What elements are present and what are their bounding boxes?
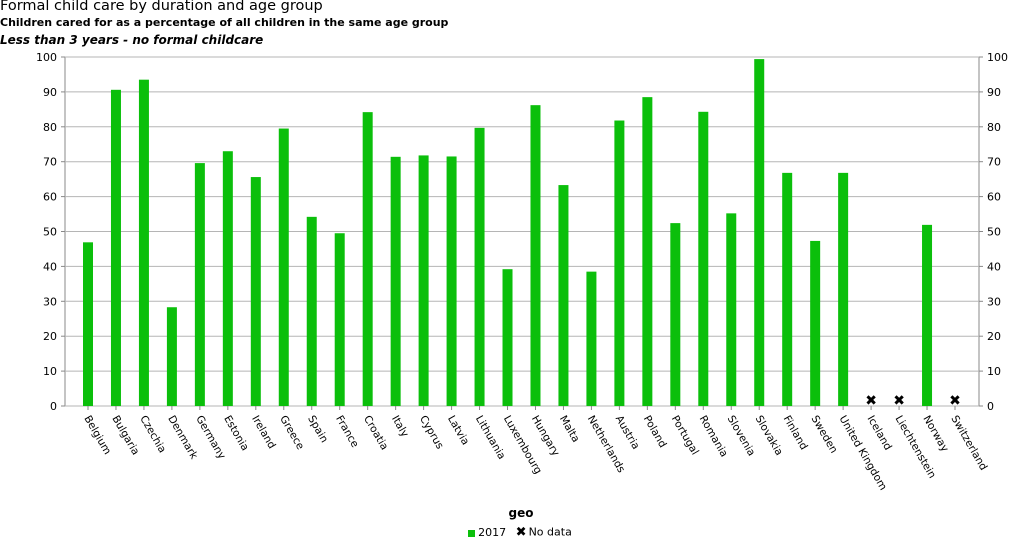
x-tick-label: France — [333, 414, 361, 450]
x-tick-label: Finland — [781, 414, 810, 453]
legend-item-no-data[interactable]: ✖ No data — [516, 525, 572, 540]
bar — [306, 216, 317, 406]
x-tick-label: Czechia — [137, 414, 168, 456]
bar — [250, 177, 261, 406]
bar — [474, 127, 485, 407]
x-tick-label: Cyprus — [417, 414, 446, 452]
legend-label-no-data: No data — [528, 525, 572, 539]
bar — [810, 240, 821, 406]
bar — [110, 89, 121, 406]
no-data-marker: ✖ — [865, 393, 877, 409]
y-tick-label-right: 0 — [987, 400, 994, 413]
y-tick-label-left: 30 — [43, 295, 57, 308]
y-tick-label-right: 70 — [987, 156, 1001, 169]
x-tick-label: Austria — [613, 414, 642, 452]
bar — [362, 112, 373, 406]
y-tick-label-right: 20 — [987, 330, 1001, 343]
y-tick-label-right: 50 — [987, 226, 1001, 239]
bar — [334, 233, 345, 406]
bar — [698, 111, 709, 406]
bar — [502, 269, 513, 406]
bar — [390, 156, 401, 406]
y-tick-label-left: 20 — [43, 330, 57, 343]
bar — [83, 242, 93, 406]
no-data-marker: ✖ — [949, 393, 961, 409]
bar — [642, 97, 653, 406]
bar — [166, 307, 177, 406]
y-tick-label-right: 100 — [987, 51, 1008, 64]
x-mark-icon: ✖ — [515, 525, 527, 540]
bar — [754, 59, 765, 407]
y-tick-label-left: 60 — [43, 191, 57, 204]
bar — [586, 271, 597, 406]
x-tick-label: Spain — [305, 414, 330, 445]
legend-swatch — [468, 529, 476, 537]
x-tick-label: Belgium — [81, 414, 113, 457]
x-tick-label: Iceland — [864, 414, 893, 453]
chart-filter-label: Less than 3 years - no formal childcare — [0, 33, 264, 47]
bar — [194, 163, 205, 406]
x-tick-label: Portugal — [669, 414, 701, 458]
no-data-marker: ✖ — [893, 393, 905, 409]
y-tick-label-right: 30 — [987, 295, 1001, 308]
x-tick-label: Romania — [697, 414, 730, 460]
x-tick-label: Italy — [389, 414, 411, 440]
y-tick-label-right: 80 — [987, 121, 1001, 134]
x-tick-label: Sweden — [809, 414, 840, 456]
bar — [922, 224, 933, 406]
bar — [138, 79, 149, 406]
x-tick-label: Malta — [557, 414, 582, 445]
bar — [782, 172, 793, 406]
y-tick-label-left: 100 — [36, 51, 57, 64]
y-tick-label-right: 40 — [987, 260, 1001, 273]
x-tick-label: Ireland — [249, 414, 278, 451]
y-tick-label-left: 40 — [43, 260, 57, 273]
bar — [278, 128, 289, 407]
y-tick-label-left: 0 — [50, 400, 57, 413]
x-tick-label: Latvia — [445, 414, 471, 448]
bar — [614, 120, 625, 406]
bar — [670, 223, 681, 406]
x-tick-label: Croatia — [361, 414, 390, 453]
bar — [838, 172, 849, 406]
y-tick-label-left: 70 — [43, 156, 57, 169]
bar — [558, 185, 569, 406]
x-tick-label: Greece — [277, 414, 306, 452]
chart-subtitle: Children cared for as a percentage of al… — [0, 16, 449, 29]
x-tick-label: Estonia — [221, 414, 251, 453]
x-tick-label: Norway — [920, 414, 950, 455]
bar — [418, 155, 429, 406]
bar — [446, 156, 457, 406]
y-tick-label-left: 10 — [43, 365, 57, 378]
y-tick-label-left: 80 — [43, 121, 57, 134]
bar — [726, 213, 737, 406]
x-tick-label: Poland — [641, 414, 669, 450]
x-tick-label: Bulgaria — [109, 414, 141, 458]
y-tick-label-right: 90 — [987, 86, 1001, 99]
x-tick-label: Switzerland — [948, 414, 989, 473]
legend-label-2017: 2017 — [478, 526, 507, 539]
bar — [222, 151, 233, 406]
y-tick-label-left: 90 — [43, 86, 57, 99]
y-tick-label-right: 10 — [987, 365, 1001, 378]
legend: 2017 ✖ No data — [0, 525, 1024, 540]
chart-title: Formal child care by duration and age gr… — [0, 0, 323, 14]
y-tick-label-right: 60 — [987, 191, 1001, 204]
x-axis-label: geo — [509, 506, 534, 520]
y-tick-label-left: 50 — [43, 226, 57, 239]
legend-item-2017[interactable]: 2017 — [468, 526, 506, 539]
bar — [530, 105, 541, 407]
